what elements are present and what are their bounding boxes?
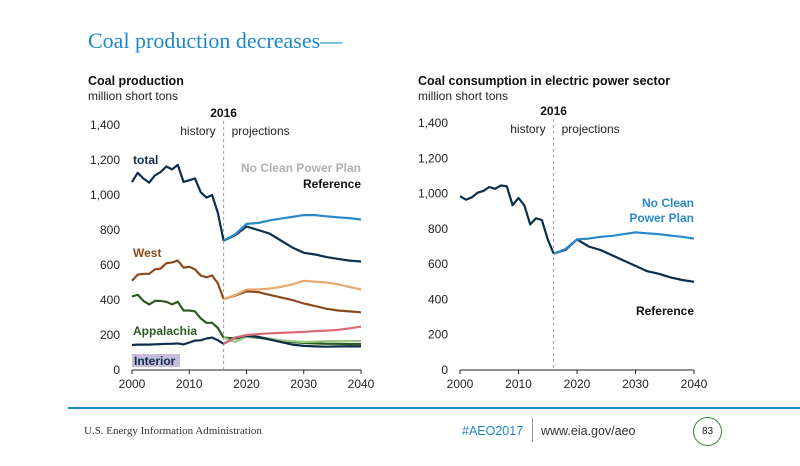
label-west: West [133,246,161,260]
y-tick-label: 600 [100,258,120,272]
y-tick-label: 0 [441,363,448,377]
projections-label: projections [562,122,620,136]
production-chart-title: Coal production [88,74,184,88]
series-line-total-history [131,163,225,241]
x-tick-label: 2010 [505,377,532,391]
x-tick-label: 2040 [681,377,708,391]
x-tick-label: 2040 [348,377,375,391]
label-reference: Reference [303,177,361,191]
series-line-west-no-clean-power-plan [223,279,362,301]
x-tick-label: 2020 [233,377,260,391]
series-line-interior-no-clean-power-plan [223,325,362,345]
y-tick-label: 800 [100,223,120,237]
series-line-total-no-clean-power-plan [223,214,362,242]
footer-divider [68,407,800,409]
y-tick-label: 200 [428,328,448,342]
series-line-consumption-no-clean-power-plan [553,231,695,255]
x-tick-label: 2020 [564,377,591,391]
footer-separator [532,418,533,442]
page-number: 83 [693,417,722,446]
y-tick-label: 1,200 [90,153,120,167]
series-line-west-reference [223,290,362,314]
label-appalachia: Appalachia [133,324,197,338]
x-tick-label: 2030 [290,377,317,391]
x-tick-label: 2030 [622,377,649,391]
slide-title: Coal production decreases— [88,28,343,53]
y-tick-label: 1,000 [418,187,448,201]
y-tick-label: 1,400 [418,116,448,130]
label-no-cpp: No Clean Power Plan [241,161,361,175]
footer-agency: U.S. Energy Information Administration [84,425,262,437]
y-tick-label: 400 [428,292,448,306]
y-tick-label: 0 [113,363,120,377]
footer-hashtag[interactable]: #AEO2017 [462,424,524,438]
label-no-cpp-line2: Power Plan [629,211,694,225]
consumption-chart-header: Coal consumption in electric power secto… [418,74,670,103]
y-tick-label: 400 [100,293,120,307]
footer-url[interactable]: www.eia.gov/aeo [541,424,636,438]
history-label: history [180,124,215,138]
divider-year-label: 2016 [540,104,567,118]
series-line-interior-history [131,336,225,347]
divider-year-label: 2016 [210,106,237,120]
label-total: total [133,153,158,167]
series-line-appalachia-history [131,293,225,339]
series-line-total-reference [223,225,362,263]
production-chart-header: Coal production million short tons [88,74,184,103]
x-tick-label: 2000 [119,377,146,391]
y-tick-label: 800 [428,222,448,236]
consumption-chart-title: Coal consumption in electric power secto… [418,74,671,88]
y-tick-label: 1,400 [90,118,120,132]
series-line-consumption-reference [553,238,695,283]
label-no-cpp-line1: No Clean [642,196,694,210]
y-tick-label: 1,000 [90,188,120,202]
production-chart-subtitle: million short tons [88,89,179,103]
label-interior: Interior [134,354,176,368]
y-tick-label: 200 [100,328,120,342]
series-line-west-history [131,259,225,300]
consumption-chart-subtitle: million short tons [418,89,509,103]
series-line-consumption-history [459,184,555,255]
history-label: history [510,122,545,136]
label-reference: Reference [636,304,694,318]
projections-label: projections [232,124,290,138]
interior-label-highlight [132,354,180,367]
x-tick-label: 2010 [176,377,203,391]
x-tick-label: 2000 [447,377,474,391]
y-tick-label: 1,200 [418,151,448,165]
y-tick-label: 600 [428,257,448,271]
